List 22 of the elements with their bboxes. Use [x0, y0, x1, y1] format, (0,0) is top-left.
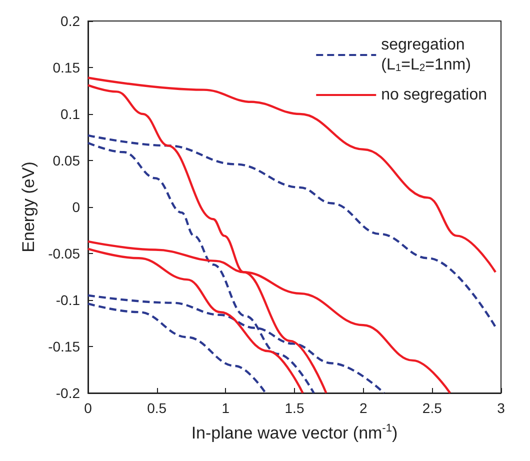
y-tick-label: -0.1	[56, 292, 80, 308]
line-series	[86, 134, 497, 328]
y-tick-label: -0.2	[56, 385, 80, 401]
line-series	[86, 248, 304, 394]
x-tick-label: 1.5	[284, 400, 304, 416]
y-tick-label: -0.15	[48, 338, 80, 354]
y-tick-label: -0.05	[48, 246, 80, 262]
y-axis-title: Energy (eV)	[19, 162, 38, 252]
y-tick-label: 0.05	[52, 152, 80, 168]
x-tick-label: 0	[84, 400, 92, 416]
legend-label: no segregation	[381, 86, 487, 104]
line-series	[86, 302, 267, 394]
x-tick-label: 3	[497, 400, 506, 416]
y-tick-label: 0.2	[60, 13, 80, 29]
y-tick-label: 0	[72, 199, 80, 215]
y-tick-label: 0.1	[60, 106, 80, 122]
line-series	[86, 76, 497, 274]
x-tick-label: 0.5	[147, 400, 167, 416]
y-tick-label: 0.15	[52, 60, 80, 76]
x-tick-label: 1	[222, 400, 230, 416]
x-tick-label: 2.5	[422, 400, 442, 416]
x-tick-label: 2	[359, 400, 368, 416]
